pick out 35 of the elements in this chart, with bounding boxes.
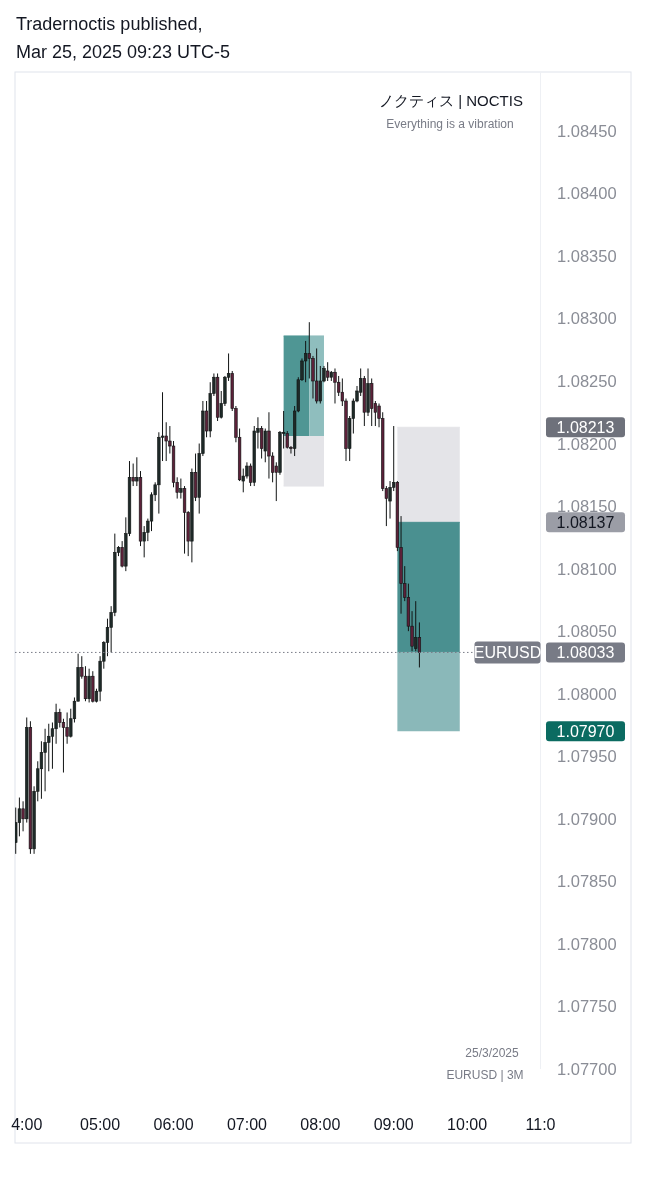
y-tick-label: 1.08000 [557, 684, 617, 703]
y-tick-label: 1.08350 [557, 246, 617, 265]
y2-tick-label: 1.07970 [556, 722, 615, 740]
x-tick-label: 07:00 [226, 1115, 268, 1133]
y-tick-label: 1.08150 [557, 497, 617, 516]
y-tick-label: 1.07700 [557, 1060, 617, 1078]
y-tick-label: 1.07850 [557, 872, 617, 891]
ref-line-label: EURUSD [473, 643, 542, 661]
annotation: 25/3/2025 [465, 1046, 520, 1060]
x-tick-label: 08:00 [300, 1115, 341, 1133]
y-tick-label: 1.08100 [557, 559, 617, 578]
x-tick-label: 09:00 [373, 1115, 414, 1133]
y-tick-label: 1.08250 [557, 371, 617, 390]
y-tick-label: 1.07900 [557, 809, 617, 828]
chart-subtitle: Mar 25, 2025 09:23 UTC-5 [16, 42, 231, 62]
y-tick-label: 1.07800 [557, 934, 617, 953]
x-tick-label: 05:00 [80, 1115, 121, 1133]
y-tick-label: 1.07950 [557, 747, 617, 766]
y-tick-label: 1.08050 [557, 622, 617, 641]
y-tick-label: 1.08450 [557, 121, 617, 140]
x-tick-label: 06:00 [153, 1115, 194, 1133]
y-tick-label: 1.08400 [557, 184, 617, 203]
annotation: EURUSD | 3M [446, 1068, 524, 1082]
x-tick-label: 10:00 [447, 1115, 488, 1133]
y2-tick-label: 1.08213 [556, 418, 615, 436]
y2-tick-label: 1.08033 [556, 643, 615, 661]
x-tick-label: 4:00 [11, 1115, 43, 1133]
y-tick-label: 1.08200 [557, 434, 617, 453]
chart-title: Tradernoctis published, [16, 14, 203, 34]
annotation: Everything is a vibration [386, 117, 514, 131]
y2-tick-label: 1.08137 [556, 513, 615, 531]
x-tick-label: 11:0 [525, 1115, 556, 1133]
y-tick-label: 1.07750 [557, 997, 617, 1016]
annotation: ノクティス | NOCTIS [379, 91, 523, 109]
y-tick-label: 1.08300 [557, 309, 617, 328]
